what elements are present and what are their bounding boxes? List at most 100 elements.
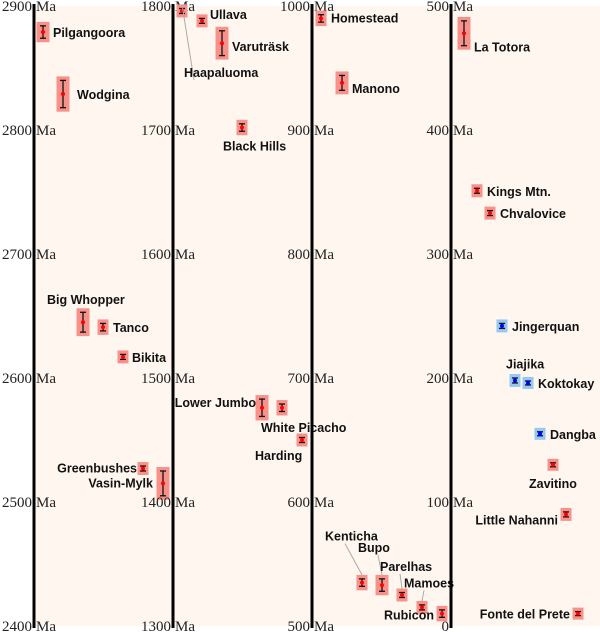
- deposit-marker: [436, 605, 448, 622]
- tick-unit: Ma: [453, 371, 473, 387]
- data-point: [475, 188, 479, 193]
- deposit-marker: [335, 71, 349, 95]
- tick-label: 2900: [2, 0, 32, 15]
- deposit-label: Parelhas: [380, 560, 432, 574]
- tick-unit: Ma: [453, 0, 473, 15]
- tick-label: 1500: [141, 371, 171, 387]
- deposit-label: Chvalovice: [500, 207, 566, 221]
- tick-unit: Ma: [36, 495, 56, 511]
- leader-line: [377, 554, 383, 575]
- data-point: [564, 512, 568, 517]
- tick-unit: Ma: [36, 371, 56, 387]
- tick-unit: Ma: [314, 123, 334, 139]
- tick-label: 600: [288, 495, 311, 511]
- tick-label: 2400: [2, 619, 32, 632]
- tick-label: 100: [427, 495, 450, 511]
- deposit-label: Bupo: [358, 541, 390, 555]
- tick-unit: Ma: [314, 495, 334, 511]
- data-point: [340, 80, 344, 85]
- data-point: [280, 405, 284, 410]
- data-point: [81, 320, 85, 325]
- deposit-label: Fonte del Prete: [480, 608, 570, 622]
- tick-label: 200: [427, 371, 450, 387]
- leader-line: [344, 543, 363, 576]
- deposit-marker: [457, 16, 471, 50]
- data-point: [488, 211, 492, 216]
- tick-unit: Ma: [314, 371, 334, 387]
- data-point: [513, 378, 517, 383]
- leader-line: [399, 573, 403, 589]
- data-point: [141, 466, 145, 471]
- deposit-marker: [56, 76, 70, 112]
- tick-label: 1600: [141, 247, 171, 263]
- data-point: [101, 325, 105, 330]
- tick-label: 300: [427, 247, 450, 263]
- deposit-label: Varuträsk: [232, 40, 289, 54]
- data-point: [400, 593, 404, 597]
- tick-label: 1700: [141, 123, 171, 139]
- tick-label: 800: [288, 247, 311, 263]
- deposit-marker: [97, 319, 109, 335]
- deposit-marker: [296, 433, 308, 447]
- deposit-marker: [276, 400, 288, 416]
- tick-unit: Ma: [453, 495, 473, 511]
- deposit-label: Koktokay: [538, 377, 594, 391]
- deposit-label: Kenticha: [325, 530, 379, 544]
- data-point: [61, 92, 65, 97]
- deposit-marker: [547, 458, 559, 471]
- deposit-marker: [471, 184, 483, 198]
- tick-unit: Ma: [314, 247, 334, 263]
- deposit-marker: [196, 14, 208, 28]
- deposit-marker: [236, 119, 248, 136]
- tick-unit: Ma: [175, 123, 195, 139]
- deposit-marker: [509, 374, 521, 387]
- deposit-label: Harding: [255, 449, 302, 463]
- deposit-label: Homestead: [331, 11, 398, 25]
- deposit-marker: [572, 607, 584, 620]
- deposit-label: Jingerquan: [512, 320, 579, 334]
- data-point: [200, 18, 204, 23]
- deposit-label: Black Hills: [223, 140, 286, 154]
- tick-label: 500: [288, 619, 311, 632]
- tick-label: 1300: [141, 619, 171, 632]
- deposit-label: Vasin-Mylk: [88, 476, 153, 490]
- data-point: [420, 605, 424, 610]
- deposit-label: Dangba: [550, 428, 597, 442]
- data-point: [121, 354, 125, 359]
- tick-unit: Ma: [175, 495, 195, 511]
- deposit-label: Ullava: [210, 8, 248, 22]
- tick-label: 700: [288, 371, 311, 387]
- data-point: [240, 125, 244, 130]
- deposit-marker: [255, 395, 269, 421]
- deposit-marker: [137, 462, 149, 475]
- tick-unit: Ma: [175, 247, 195, 263]
- data-point: [319, 16, 323, 21]
- leader-line: [181, 4, 195, 81]
- deposit-label: Tanco: [113, 321, 149, 335]
- deposit-marker: [156, 467, 170, 500]
- tick-unit: Ma: [314, 619, 334, 632]
- data-point: [161, 481, 165, 486]
- tick-label: 2700: [2, 247, 32, 263]
- deposit-marker: [117, 350, 129, 364]
- tick-unit: Ma: [36, 123, 56, 139]
- data-point: [576, 611, 580, 616]
- deposit-label: Kings Mtn.: [487, 185, 551, 199]
- data-point: [41, 30, 45, 35]
- data-point: [300, 438, 304, 442]
- tick-label: 500: [427, 0, 450, 15]
- tick-label: 2600: [2, 371, 32, 387]
- deposit-marker: [315, 10, 327, 27]
- deposit-label: Haapaluoma: [184, 66, 259, 80]
- deposit-marker: [534, 427, 546, 440]
- deposit-marker: [36, 21, 50, 43]
- tick-label: 2500: [2, 495, 32, 511]
- deposit-label: Lower Jumbo: [175, 396, 257, 410]
- data-point: [360, 580, 364, 585]
- deposit-marker: [496, 319, 508, 333]
- deposit-label: Little Nahanni: [475, 513, 558, 527]
- tick-unit: Ma: [175, 619, 195, 632]
- plot-background: [34, 6, 600, 626]
- data-point: [220, 41, 224, 46]
